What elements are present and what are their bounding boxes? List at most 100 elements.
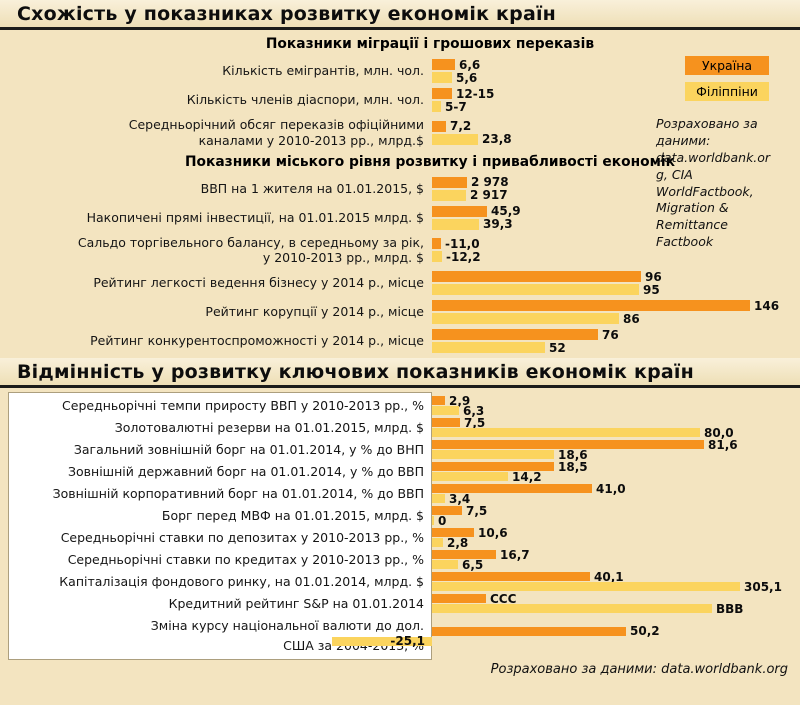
bar-line: 7,5 <box>432 416 800 430</box>
bar-line: 14,2 <box>432 470 800 484</box>
chart-row: ВВП на 1 жителя на 01.01.2015, $ 2 978 2 9… <box>0 175 800 202</box>
chart-row: Кредитний рейтинг S&P на 01.01.2014 CCC BB… <box>0 592 800 616</box>
row-bars: 7,5 0 <box>432 504 800 528</box>
bar-philippines <box>432 604 712 613</box>
bar-ukraine <box>432 205 487 217</box>
chart-row: Борг перед МВФ на 01.01.2015, млрд. $ 7,5… <box>0 504 800 528</box>
bar-line: -25,1 <box>332 635 800 647</box>
row-label: Зміна курсу національної валюти до дол. … <box>150 618 424 653</box>
bar-philippines <box>432 313 619 324</box>
row-label: Середньорічні ставки по депозитах у 2010… <box>60 529 424 545</box>
bar-line: 41,0 <box>432 481 800 496</box>
value-label: 96 <box>645 269 662 284</box>
bar-ukraine <box>432 300 750 311</box>
bar-line: 6,6 <box>432 58 800 72</box>
bar-line: 5,6 <box>432 70 800 85</box>
bar-line: 2 917 <box>432 188 800 202</box>
bar-philippines <box>432 218 479 230</box>
row-bars: 50,2 -25,1 <box>332 616 800 656</box>
row-bars: 7,5 80,0 <box>432 416 800 440</box>
section1-header-band: Схожість у показниках розвитку економік … <box>0 0 800 30</box>
bar-line: -12,2 <box>432 249 800 264</box>
value-label: 86 <box>623 311 640 326</box>
bar-line: 86 <box>432 311 800 326</box>
legend-ukraine-swatch: Україна <box>685 56 769 75</box>
bar-ukraine <box>432 594 486 603</box>
row-label: Борг перед МВФ на 01.01.2015, млрд. $ <box>161 507 424 523</box>
difference-chart: Середньорічні темпи приросту ВВП у 2010-… <box>0 388 800 677</box>
row-bars: 45,9 39,3 <box>432 204 800 231</box>
bar-line: 7,2 <box>432 119 800 134</box>
bar-philippines <box>432 189 466 201</box>
value-label: 39,3 <box>483 217 513 231</box>
bar-ukraine <box>432 176 467 188</box>
value-label: 5,6 <box>456 70 478 85</box>
bar-ukraine <box>432 396 445 405</box>
bar-line: 7,5 <box>432 504 800 518</box>
value-label: 23,8 <box>482 132 512 147</box>
bar-line: BBB <box>432 602 800 616</box>
row-label: Кількість емігрантів, млн. чол. <box>222 63 424 79</box>
row-bars: 7,2 23,8 <box>432 117 800 149</box>
chart-row: Сальдо торгівельного балансу, в середньо… <box>0 235 800 267</box>
chart-subtitle: Показники міського рівня розвитку і прив… <box>184 153 675 170</box>
bar-philippines <box>432 450 554 459</box>
bar-line: 10,6 <box>432 526 800 540</box>
value-label: 3,4 <box>449 491 471 506</box>
bar-line: 76 <box>432 328 800 342</box>
bar-ukraine <box>432 484 592 493</box>
bar-line: 81,6 <box>432 437 800 452</box>
bar-ukraine <box>432 271 641 282</box>
row-bars: 16,7 6,5 <box>432 548 800 572</box>
row-label: Накопичені прямі інвестиції, на 01.01.20… <box>86 209 424 225</box>
row-label: Рейтинг корупції у 2014 р., місце <box>205 304 424 320</box>
bar-ukraine <box>432 418 460 427</box>
label-panel <box>8 392 432 660</box>
value-label: 2,9 <box>449 393 471 408</box>
value-label: 81,6 <box>708 437 738 452</box>
value-label: 18,6 <box>558 447 588 462</box>
legend-philippines-swatch: Філіппіни <box>685 82 769 101</box>
bar-ukraine <box>432 238 441 250</box>
value-label: 7,2 <box>450 119 472 134</box>
chart-row: Кількість членів діаспори, млн. чол. 12-1… <box>0 87 800 114</box>
bar-ukraine <box>432 550 496 559</box>
row-bars: 2 978 2 917 <box>432 175 800 202</box>
value-label: -25,1 <box>390 633 425 648</box>
bar-line: 23,8 <box>432 132 800 147</box>
row-bars: -11,0 -12,2 <box>432 235 800 267</box>
row-label: Сальдо торгівельного балансу, в середньо… <box>77 234 424 266</box>
source-note-1: Розраховано за даними: data.worldbank.or… <box>656 116 771 250</box>
chart-row: Рейтинг корупції у 2014 р., місце 146 86 <box>0 299 800 326</box>
bar-philippines <box>432 406 459 415</box>
bar-ukraine <box>432 462 554 471</box>
bar-philippines <box>432 560 458 569</box>
row-label: Загальний зовнішній борг на 01.01.2014, … <box>73 441 424 457</box>
bar-line: 6,3 <box>432 404 800 418</box>
bar-line: 3,4 <box>432 491 800 506</box>
bar-philippines <box>432 251 442 263</box>
bar-line: 45,9 <box>432 204 800 218</box>
row-bars: 40,1 305,1 <box>432 569 800 594</box>
bar-ukraine <box>432 572 590 581</box>
bar-philippines <box>432 494 445 503</box>
chart-row: Загальний зовнішній борг на 01.01.2014, … <box>0 437 800 462</box>
bar-ukraine <box>432 528 474 537</box>
value-label: 95 <box>643 282 660 297</box>
value-label: 305,1 <box>744 579 782 594</box>
bar-philippines <box>432 538 443 547</box>
difference-rows: Середньорічні темпи приросту ВВП у 2010-… <box>0 393 800 656</box>
bar-line: CCC <box>432 592 800 606</box>
value-label: 6,5 <box>462 557 484 572</box>
bar-ukraine <box>432 626 626 636</box>
bar-ukraine <box>432 120 446 132</box>
chart-row: Рейтинг легкості ведення бізнесу у 2014 … <box>0 269 800 297</box>
bar-line: 6,5 <box>432 557 800 572</box>
row-label: Зовнішній державний борг на 01.01.2014, … <box>68 463 424 479</box>
value-label: 40,1 <box>594 569 624 584</box>
bar-line: 95 <box>432 282 800 297</box>
value-label: 2 917 <box>470 188 508 202</box>
bar-philippines <box>432 342 545 353</box>
value-label: 41,0 <box>596 481 626 496</box>
value-label: -12,2 <box>446 249 481 264</box>
